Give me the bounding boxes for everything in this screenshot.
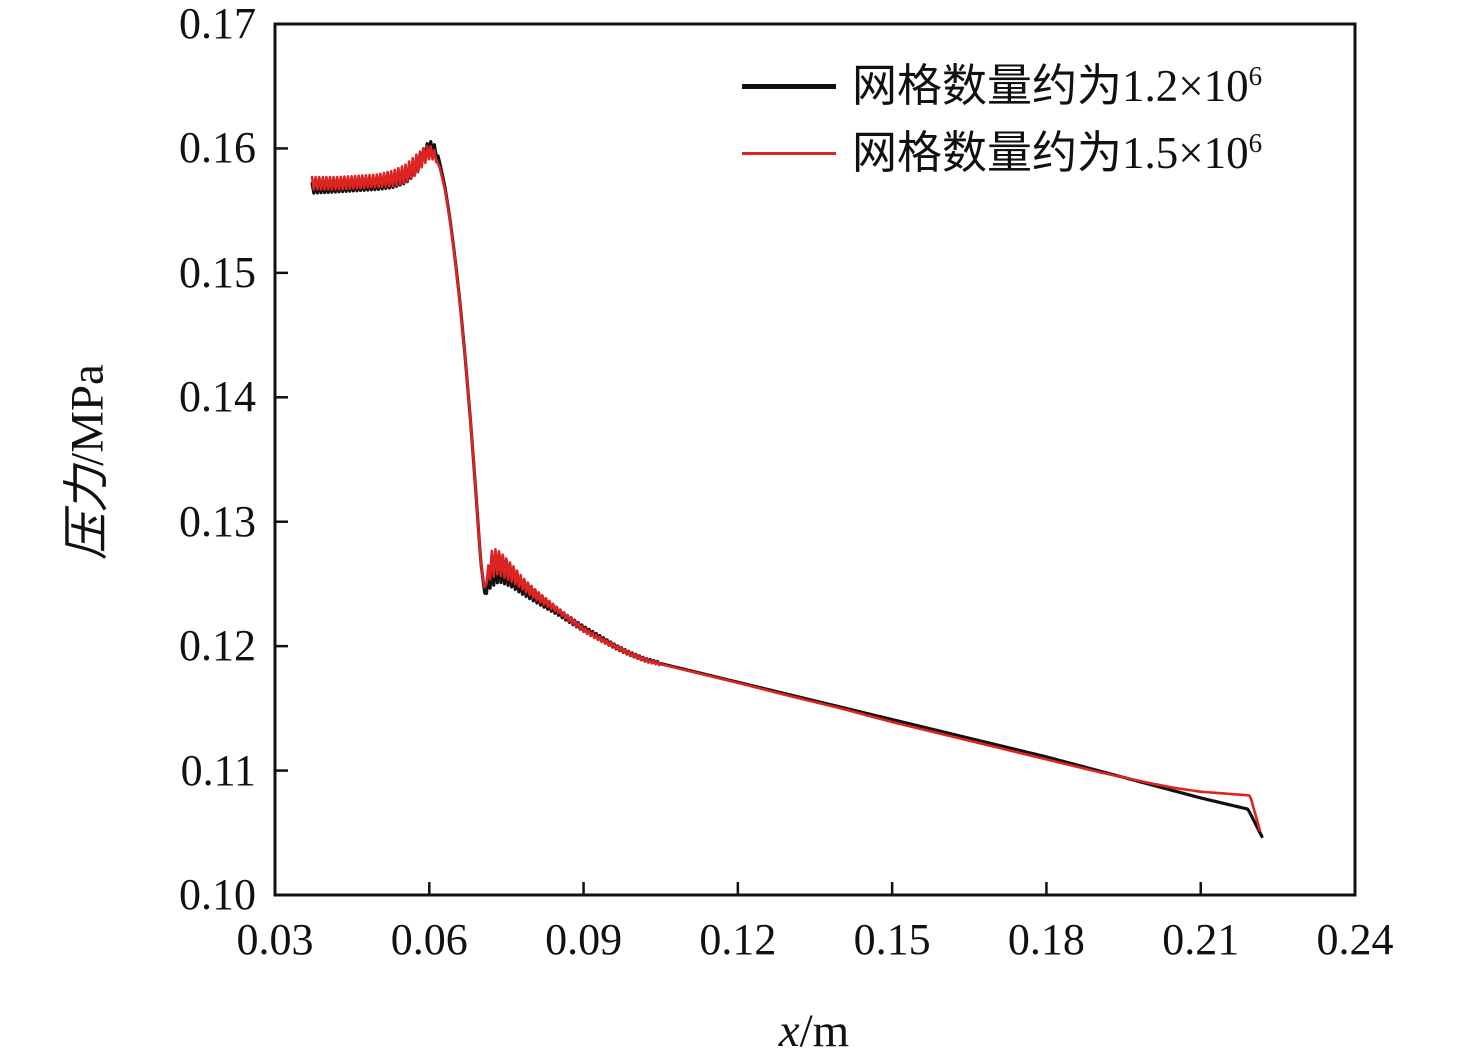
legend-label-series-2: 网格数量约为1.5×106 [852, 128, 1263, 178]
x-tick-label: 0.21 [1162, 915, 1240, 964]
x-tick-label: 0.24 [1316, 915, 1394, 964]
legend-label-series-1: 网格数量约为1.2×106 [852, 61, 1263, 111]
x-tick-label: 0.12 [699, 915, 777, 964]
x-axis-title: x/m [779, 1008, 850, 1055]
x-tick-label: 0.09 [545, 915, 623, 964]
legend-line-black-icon [742, 84, 836, 89]
series-line-2 [310, 145, 1262, 832]
y-tick-label: 0.12 [179, 621, 256, 671]
y-tick-label: 0.11 [180, 745, 256, 795]
x-tick-label: 0.18 [1007, 915, 1085, 964]
y-axis-title-unit: /MPa [61, 364, 114, 466]
plot-frame [273, 22, 1357, 897]
y-tick-label: 0.13 [179, 496, 256, 546]
x-tick-label: 0.03 [236, 915, 314, 964]
y-tick-label: 0.15 [179, 247, 256, 297]
y-axis-title: 压力/MPa [61, 364, 114, 560]
x-axis-title-main: x [778, 1005, 800, 1057]
legend: 网格数量约为1.2×106 网格数量约为1.5×106 [742, 53, 1262, 187]
x-tick-label: 0.06 [390, 915, 468, 964]
x-tick-label: 0.15 [853, 915, 931, 964]
legend-item-series-1: 网格数量约为1.2×106 [742, 53, 1262, 120]
y-tick-label: 0.10 [179, 870, 256, 919]
y-tick-label: 0.17 [179, 0, 256, 48]
legend-item-series-2: 网格数量约为1.5×106 [742, 120, 1262, 187]
legend-line-red-icon [742, 151, 836, 156]
y-axis-title-main: 压力 [61, 465, 114, 560]
y-tick-label: 0.16 [179, 123, 256, 173]
y-tick-label: 0.14 [179, 372, 256, 422]
x-axis-title-unit: /m [799, 1005, 850, 1057]
